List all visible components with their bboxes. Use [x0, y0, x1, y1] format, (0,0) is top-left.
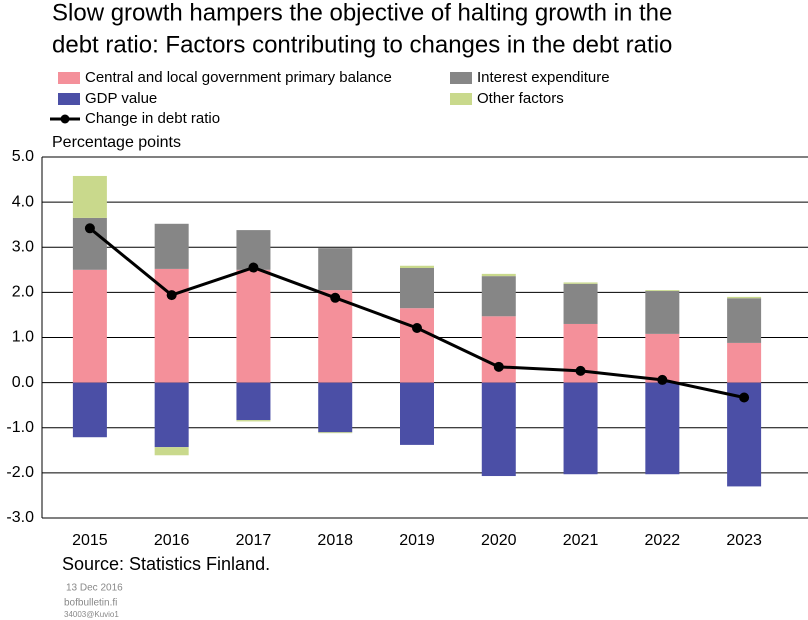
- bar-segment: [72, 175, 107, 218]
- bar-segment: [481, 382, 516, 477]
- bar-segment: [154, 382, 189, 448]
- legend-swatch: [58, 72, 80, 84]
- bar-segment: [400, 308, 434, 383]
- bar-segment: [645, 290, 680, 292]
- bar-segment: [318, 382, 353, 433]
- bar-segment: [72, 382, 107, 438]
- bar-segment: [154, 268, 189, 383]
- y-tick-label: 3.0: [12, 238, 34, 255]
- line-marker: [412, 323, 422, 334]
- y-tick-label: -3.0: [6, 509, 34, 526]
- legend-label: Interest expenditure: [477, 69, 610, 86]
- y-tick-label: -1.0: [6, 419, 34, 436]
- line-marker: [493, 361, 504, 372]
- x-tick-label: 2022: [645, 532, 681, 549]
- bar-segment: [645, 382, 680, 475]
- bar-segment: [154, 447, 189, 456]
- y-tick-label: 4.0: [12, 193, 34, 210]
- y-tick-label: 2.0: [12, 284, 34, 301]
- bar-segment: [236, 420, 271, 422]
- y-tick-label: 0.0: [12, 374, 34, 391]
- x-tick-label: 2015: [72, 532, 108, 549]
- legend-swatch: [450, 93, 472, 105]
- x-tick-label: 2017: [236, 532, 272, 549]
- line-marker: [166, 290, 177, 301]
- bar-segment: [236, 269, 271, 383]
- bar-segment: [727, 296, 762, 299]
- y-axis-label: Percentage points: [52, 134, 181, 151]
- bar-segment: [236, 382, 271, 421]
- x-tick-label: 2016: [154, 532, 190, 549]
- legend-label: Change in debt ratio: [85, 110, 220, 127]
- code: 34003@Kuvio1: [64, 610, 119, 619]
- bar-segment: [154, 223, 189, 269]
- bar-segment: [318, 432, 353, 434]
- line-marker: [575, 365, 586, 376]
- bar-segment: [400, 382, 434, 445]
- bar-segment: [481, 316, 516, 383]
- legend-marker: [60, 114, 70, 124]
- date: 13 Dec 2016: [66, 583, 123, 594]
- chart-title: debt ratio: Factors contributing to chan…: [52, 31, 672, 58]
- y-tick-label: 5.0: [12, 148, 34, 165]
- bar-segment: [318, 290, 353, 383]
- bar-segment: [563, 382, 598, 475]
- y-tick-label: -2.0: [6, 464, 34, 481]
- source: Source: Statistics Finland.: [62, 554, 270, 574]
- bar-segment: [727, 298, 762, 343]
- legend-label: Other factors: [477, 90, 564, 107]
- bar-segment: [645, 291, 680, 334]
- y-tick-label: 1.0: [12, 329, 34, 346]
- legend-label: GDP value: [85, 90, 157, 107]
- x-tick-label: 2021: [563, 532, 599, 549]
- x-tick-label: 2020: [481, 532, 517, 549]
- line-marker: [248, 262, 259, 273]
- legend-swatch: [450, 72, 472, 84]
- x-tick-label: 2018: [317, 532, 353, 549]
- line-marker: [330, 292, 341, 303]
- bar-segment: [400, 265, 434, 269]
- legend-swatch: [58, 93, 80, 105]
- bar-segment: [481, 273, 516, 277]
- x-tick-label: 2023: [726, 532, 762, 549]
- site: bofbulletin.fi: [64, 598, 117, 609]
- line-marker: [84, 223, 95, 234]
- bar-segment: [645, 333, 680, 383]
- line-marker: [657, 374, 668, 385]
- x-tick-label: 2019: [399, 532, 435, 549]
- chart-title: Slow growth hampers the objective of hal…: [52, 0, 672, 26]
- bar-segment: [318, 248, 353, 291]
- bar-segment: [563, 283, 598, 324]
- bar-segment: [727, 342, 762, 383]
- bar-segment: [72, 269, 107, 383]
- bar-segment: [400, 268, 434, 309]
- bar-segment: [481, 276, 516, 317]
- legend-label: Central and local government primary bal…: [85, 69, 392, 86]
- line-marker: [739, 392, 750, 403]
- bar-segment: [563, 282, 598, 284]
